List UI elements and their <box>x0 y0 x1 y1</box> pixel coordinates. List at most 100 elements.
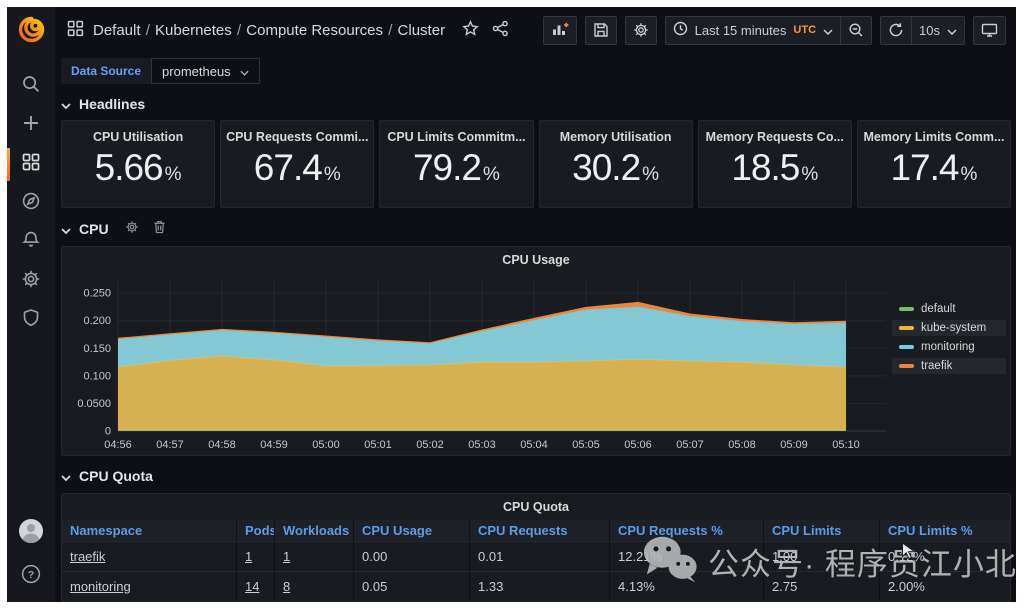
cpu-usage-panel: CPU Usage 04:56 04:57 04:58 04:59 05:00 05:01… <box>61 246 1011 456</box>
kiosk-mode-button[interactable] <box>973 15 1006 45</box>
stat-number: 30.2 <box>572 147 641 188</box>
table-cell: monitoring <box>62 572 237 601</box>
time-range-picker[interactable]: Last 15 minutes UTC <box>664 15 842 45</box>
sidebar-item-configuration[interactable] <box>7 262 55 301</box>
clock-icon <box>673 21 688 39</box>
table-header-cpu-limits-[interactable]: CPU Limits % <box>880 520 1010 542</box>
section-title: CPU Quota <box>79 468 153 484</box>
svg-text:05:03: 05:03 <box>468 439 496 451</box>
chevron-down-icon <box>61 96 71 112</box>
cpu-usage-chart[interactable]: 04:56 04:57 04:58 04:59 05:00 05:01 05:02 05:03… <box>62 273 892 462</box>
legend-item-default[interactable]: default <box>892 301 1006 317</box>
share-icon[interactable] <box>492 20 509 41</box>
section-header-cpu[interactable]: CPU <box>61 220 1011 237</box>
breadcrumb-item[interactable]: Compute Resources <box>246 21 384 39</box>
sidebar-item-explore[interactable] <box>7 184 55 223</box>
sidebar-item-search[interactable] <box>7 67 55 106</box>
svg-text:05:05: 05:05 <box>572 439 600 451</box>
variables-row: Data Source prometheus <box>61 58 1011 84</box>
legend-item-monitoring[interactable]: monitoring <box>892 339 1006 355</box>
sidebar-item-create[interactable] <box>7 106 55 145</box>
table-cell-link[interactable]: monitoring <box>70 579 131 594</box>
table-cell-link[interactable]: 1 <box>283 549 291 564</box>
stat-title: Memory Utilisation <box>559 130 672 144</box>
bell-icon <box>21 230 41 255</box>
table-cell-link[interactable]: 14 <box>245 579 260 594</box>
legend-label: monitoring <box>921 341 975 353</box>
table-cell-link[interactable]: 8 <box>283 579 291 594</box>
svg-text:05:10: 05:10 <box>832 439 860 451</box>
legend-swatch <box>899 326 914 330</box>
refresh-button[interactable] <box>880 15 913 45</box>
headline-stats-row: CPU Utilisation 5.66% CPU Requests Commi..… <box>61 120 1012 208</box>
sidebar-item-alerting[interactable] <box>7 223 55 262</box>
compass-icon <box>21 191 41 216</box>
table-header-cpu-requests-[interactable]: CPU Requests % <box>610 520 764 542</box>
plus-icon <box>21 113 41 138</box>
breadcrumb: Default / Kubernetes / Compute Resources… <box>67 19 509 41</box>
stat-unit: % <box>960 164 978 185</box>
sidebar-item-server-admin[interactable] <box>7 301 55 340</box>
table-header-cpu-limits[interactable]: CPU Limits <box>764 520 880 542</box>
top-navbar: Default / Kubernetes / Compute Resources… <box>55 7 1016 53</box>
legend-label: default <box>921 303 956 315</box>
legend-swatch <box>899 364 914 368</box>
datasource-label: Data Source <box>61 58 152 84</box>
table-cell: 12.21% <box>610 542 764 572</box>
stat-panel: Memory Requests Co... 18.5% <box>697 120 852 208</box>
section-header-headlines[interactable]: Headlines <box>61 96 1011 112</box>
table-header-cpu-requests[interactable]: CPU Requests <box>470 520 610 542</box>
svg-text:05:00: 05:00 <box>312 439 340 451</box>
stat-number: 79.2 <box>412 147 482 188</box>
stat-number: 67.4 <box>253 147 323 188</box>
stat-title: Memory Requests Co... <box>705 130 844 144</box>
table-header-workloads[interactable]: Workloads <box>275 520 354 542</box>
datasource-picker[interactable]: prometheus <box>151 58 260 84</box>
stat-panel: CPU Requests Commi... 67.4% <box>220 120 375 208</box>
dashboards-grid-icon <box>21 152 41 177</box>
breadcrumb-item[interactable]: Default <box>93 21 141 39</box>
stat-panel: Memory Limits Comm... 17.4% <box>856 120 1012 208</box>
table-cell-link[interactable]: 1 <box>245 549 253 564</box>
stat-number: 18.5 <box>731 147 800 188</box>
stat-title: Memory Limits Comm... <box>863 130 1005 144</box>
stat-title: CPU Utilisation <box>92 130 184 144</box>
timezone-label: UTC <box>793 24 817 36</box>
table-cell: 0.12% <box>880 542 1010 572</box>
chevron-down-icon <box>61 468 71 484</box>
legend-item-traefik[interactable]: traefik <box>892 358 1006 374</box>
stat-number: 17.4 <box>890 147 959 188</box>
breadcrumb-items: Default / Kubernetes / Compute Resources… <box>93 22 445 39</box>
breadcrumb-item[interactable]: Kubernetes <box>155 21 232 39</box>
grafana-logo[interactable] <box>18 16 45 43</box>
svg-text:0.100: 0.100 <box>83 370 111 382</box>
panel-title[interactable]: CPU Quota <box>503 500 569 514</box>
table-cell-link[interactable]: traefik <box>70 549 106 564</box>
save-dashboard-button[interactable] <box>584 15 617 45</box>
table-header-pods[interactable]: Pods <box>237 520 275 542</box>
add-panel-button[interactable] <box>542 15 577 45</box>
cpu-quota-panel: CPU Quota Namespace Pods Workloads CPU Usag… <box>61 493 1011 602</box>
row-delete-trash-icon[interactable] <box>153 220 166 237</box>
table-header-namespace[interactable]: Namespace <box>62 520 237 542</box>
user-avatar[interactable] <box>18 518 44 549</box>
table-header-cpu-usage[interactable]: CPU Usage <box>354 520 470 542</box>
svg-text:?: ? <box>28 569 34 581</box>
table-cell: 2.75 <box>764 572 880 601</box>
section-header-cpu-quota[interactable]: CPU Quota <box>61 468 1011 484</box>
chart-legend: default kube-system monitoring traefik <box>892 273 1010 462</box>
dashboard-settings-button[interactable] <box>624 15 657 45</box>
panel-title[interactable]: CPU Usage <box>502 253 570 267</box>
stat-unit: % <box>482 164 500 185</box>
stat-value: 30.2% <box>572 147 659 188</box>
table-cell: 1 <box>237 542 275 572</box>
zoom-out-time-button[interactable] <box>841 15 873 45</box>
legend-item-kube-system[interactable]: kube-system <box>892 320 1006 336</box>
row-settings-gear-icon[interactable] <box>125 220 139 237</box>
star-icon[interactable] <box>462 19 479 41</box>
refresh-interval-picker[interactable]: 10s <box>912 15 965 45</box>
breadcrumb-item[interactable]: Cluster <box>397 21 446 39</box>
help-icon[interactable]: ? <box>20 563 42 590</box>
sidebar-item-dashboards[interactable] <box>7 145 55 184</box>
